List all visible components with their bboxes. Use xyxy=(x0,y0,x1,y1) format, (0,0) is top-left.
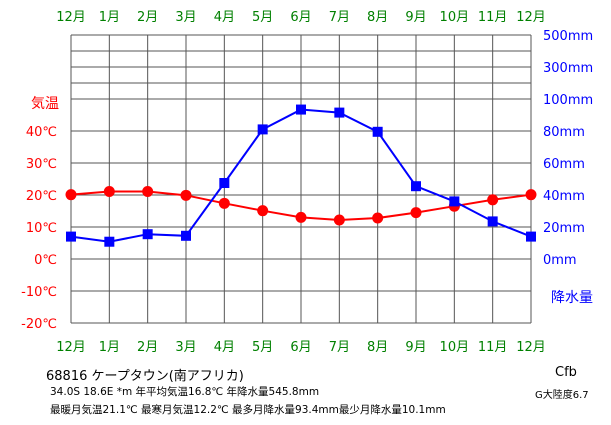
x-tick-label-top: 10月 xyxy=(440,10,470,25)
continentality-index: G大陸度6.7 xyxy=(535,390,589,401)
x-tick-label-top: 12月 xyxy=(56,10,86,25)
x-tick-label-bottom: 7月 xyxy=(329,340,350,355)
climate-classification: Cfb xyxy=(555,365,577,380)
right-tick-label: 300mm xyxy=(543,61,593,76)
temperature-point xyxy=(295,211,307,223)
x-tick-label-top: 2月 xyxy=(137,10,158,25)
left-axis-title: 気温 xyxy=(31,96,59,112)
precipitation-point xyxy=(296,104,306,115)
temperature-point xyxy=(525,189,537,201)
left-tick-label: 10℃ xyxy=(26,221,57,236)
precipitation-point xyxy=(142,229,153,240)
precipitation-point xyxy=(66,231,76,242)
x-tick-label-bottom: 8月 xyxy=(367,340,388,355)
left-tick-label: 0℃ xyxy=(34,253,57,268)
precipitation-point xyxy=(257,124,268,135)
x-tick-label-bottom: 11月 xyxy=(478,340,508,355)
precipitation-point xyxy=(104,236,115,247)
x-tick-label-bottom: 4月 xyxy=(214,340,235,355)
x-tick-label-top: 11月 xyxy=(478,10,508,25)
x-tick-label-top: 3月 xyxy=(175,10,196,25)
temperature-point xyxy=(218,197,230,209)
right-tick-label: 100mm xyxy=(543,93,593,108)
x-tick-label-bottom: 1月 xyxy=(99,340,120,355)
station-name: 68816 ケープタウン(南アフリカ) xyxy=(46,369,244,384)
x-tick-label-top: 4月 xyxy=(214,10,235,25)
right-tick-label: 500mm xyxy=(543,29,593,44)
left-tick-label: -20℃ xyxy=(21,317,57,332)
x-tick-label-bottom: 9月 xyxy=(405,340,426,355)
x-tick-label-top: 12月 xyxy=(516,10,546,25)
temperature-point xyxy=(65,189,77,201)
precipitation-point xyxy=(487,216,498,227)
x-tick-label-bottom: 10月 xyxy=(440,340,470,355)
x-tick-label-bottom: 12月 xyxy=(516,340,546,355)
x-tick-label-bottom: 6月 xyxy=(290,340,311,355)
left-tick-label: 30℃ xyxy=(26,157,57,172)
temperature-point xyxy=(487,194,499,206)
x-tick-label-top: 8月 xyxy=(367,10,388,25)
right-tick-label: 0mm xyxy=(543,253,577,268)
temperature-point xyxy=(257,205,269,217)
temperature-point xyxy=(103,185,115,197)
precipitation-point xyxy=(334,107,345,118)
precipitation-point xyxy=(449,196,460,207)
x-tick-label-top: 6月 xyxy=(290,10,311,25)
temperature-point xyxy=(142,185,154,197)
x-tick-label-bottom: 2月 xyxy=(137,340,158,355)
precipitation-point xyxy=(219,178,230,188)
x-tick-label-top: 1月 xyxy=(99,10,120,25)
right-axis-title: 降水量 xyxy=(551,290,593,306)
right-tick-label: 80mm xyxy=(543,125,585,140)
temperature-point xyxy=(372,212,384,224)
x-tick-label-bottom: 12月 xyxy=(56,340,86,355)
right-tick-label: 60mm xyxy=(543,157,585,172)
station-extremes-summary: 最暖月気温21.1℃ 最寒月気温12.2℃ 最多月降水量93.4mm最少月降水量… xyxy=(50,404,446,416)
left-tick-label: 40℃ xyxy=(26,125,57,140)
precipitation-point xyxy=(411,181,421,192)
station-coordinates-summary: 34.0S 18.6E *m 年平均気温16.8℃ 年降水量545.8mm xyxy=(50,386,320,398)
temperature-point xyxy=(333,214,345,226)
right-tick-label: 20mm xyxy=(543,221,585,236)
left-tick-label: -10℃ xyxy=(21,285,57,300)
right-tick-label: 40mm xyxy=(543,189,585,204)
x-tick-label-bottom: 5月 xyxy=(252,340,273,355)
temperature-point xyxy=(410,207,422,219)
precipitation-point xyxy=(181,230,191,241)
x-tick-label-top: 7月 xyxy=(329,10,350,25)
temperature-point xyxy=(180,189,192,201)
x-tick-label-top: 5月 xyxy=(252,10,273,25)
left-tick-label: 20℃ xyxy=(26,189,57,204)
precipitation-point xyxy=(526,231,536,242)
precipitation-point xyxy=(372,126,383,137)
x-tick-label-bottom: 3月 xyxy=(175,340,196,355)
x-tick-label-top: 9月 xyxy=(405,10,426,25)
